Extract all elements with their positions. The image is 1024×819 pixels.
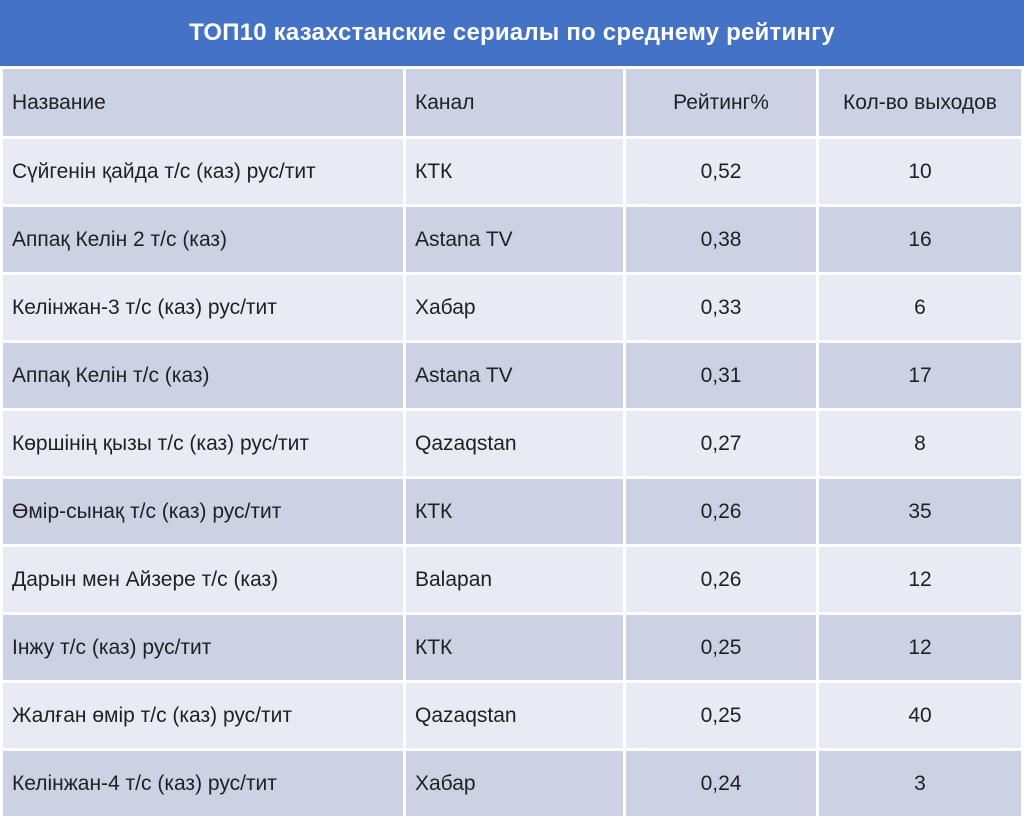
col-header-rating: Рейтинг% [626, 69, 816, 136]
series-title-cell: Көршінің қызы т/с (каз) рус/тит [3, 411, 403, 476]
channel-cell: Balapan [406, 547, 623, 612]
series-title-cell: Келінжан-4 т/с (каз) рус/тит [3, 751, 403, 816]
col-header-name: Название [3, 69, 403, 136]
rating-cell: 0,25 [626, 683, 816, 748]
page-title: ТОП10 казахстанские сериалы по среднему … [189, 19, 835, 46]
table-row: Сүйгенін қайда т/с (каз) рус/тит КТК 0,5… [3, 139, 1021, 204]
series-title-cell: Келінжан-3 т/с (каз) рус/тит [3, 275, 403, 340]
airings-cell: 12 [819, 547, 1021, 612]
rating-cell: 0,24 [626, 751, 816, 816]
airings-cell: 8 [819, 411, 1021, 476]
rating-cell: 0,52 [626, 139, 816, 204]
airings-cell: 12 [819, 615, 1021, 680]
airings-cell: 17 [819, 343, 1021, 408]
series-title-cell: Дарын мен Айзере т/с (каз) [3, 547, 403, 612]
table-row: Келінжан-4 т/с (каз) рус/тит Хабар 0,24 … [3, 751, 1021, 816]
series-title-cell: Аппақ Келін т/с (каз) [3, 343, 403, 408]
table-row: Аппақ Келін т/с (каз) Astana TV 0,31 17 [3, 343, 1021, 408]
series-title-cell: Інжу т/с (каз) рус/тит [3, 615, 403, 680]
channel-cell: Qazaqstan [406, 683, 623, 748]
airings-cell: 10 [819, 139, 1021, 204]
channel-cell: Astana TV [406, 343, 623, 408]
channel-cell: КТК [406, 615, 623, 680]
rating-cell: 0,31 [626, 343, 816, 408]
table-row: Өмір-сынақ т/с (каз) рус/тит КТК 0,26 35 [3, 479, 1021, 544]
airings-cell: 16 [819, 207, 1021, 272]
rating-cell: 0,26 [626, 479, 816, 544]
channel-cell: КТК [406, 479, 623, 544]
col-header-channel: Канал [406, 69, 623, 136]
series-title-cell: Аппақ Келін 2 т/с (каз) [3, 207, 403, 272]
col-header-airings: Кол-во выходов [819, 69, 1021, 136]
table-row: Аппақ Келін 2 т/с (каз) Astana TV 0,38 1… [3, 207, 1021, 272]
series-title-cell: Өмір-сынақ т/с (каз) рус/тит [3, 479, 403, 544]
ratings-table: Название Канал Рейтинг% Кол-во выходов С… [0, 66, 1024, 819]
airings-cell: 6 [819, 275, 1021, 340]
table-row: Дарын мен Айзере т/с (каз) Balapan 0,26 … [3, 547, 1021, 612]
table-row: Көршінің қызы т/с (каз) рус/тит Qazaqsta… [3, 411, 1021, 476]
table-row: Жалған өмір т/с (каз) рус/тит Qazaqstan … [3, 683, 1021, 748]
table-row: Інжу т/с (каз) рус/тит КТК 0,25 12 [3, 615, 1021, 680]
table-row: Келінжан-3 т/с (каз) рус/тит Хабар 0,33 … [3, 275, 1021, 340]
channel-cell: Astana TV [406, 207, 623, 272]
channel-cell: Хабар [406, 275, 623, 340]
rating-cell: 0,26 [626, 547, 816, 612]
channel-cell: КТК [406, 139, 623, 204]
series-title-cell: Жалған өмір т/с (каз) рус/тит [3, 683, 403, 748]
airings-cell: 3 [819, 751, 1021, 816]
airings-cell: 40 [819, 683, 1021, 748]
series-title-cell: Сүйгенін қайда т/с (каз) рус/тит [3, 139, 403, 204]
rating-cell: 0,25 [626, 615, 816, 680]
rating-cell: 0,38 [626, 207, 816, 272]
table-title-bar: ТОП10 казахстанские сериалы по среднему … [0, 0, 1024, 66]
channel-cell: Qazaqstan [406, 411, 623, 476]
rating-cell: 0,33 [626, 275, 816, 340]
airings-cell: 35 [819, 479, 1021, 544]
header-row: Название Канал Рейтинг% Кол-во выходов [3, 69, 1021, 136]
channel-cell: Хабар [406, 751, 623, 816]
rating-cell: 0,27 [626, 411, 816, 476]
